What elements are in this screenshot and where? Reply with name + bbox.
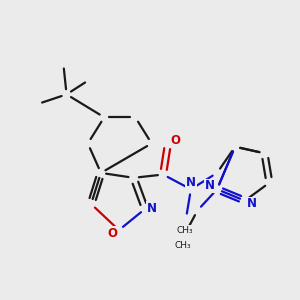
Text: CH₃: CH₃ [174,241,191,250]
Text: N: N [205,179,215,193]
Text: N: N [186,176,196,189]
Text: O: O [107,227,117,240]
Text: O: O [170,134,180,147]
Text: N: N [147,202,157,215]
Text: N: N [246,197,256,211]
Text: CH₃: CH₃ [176,226,193,235]
